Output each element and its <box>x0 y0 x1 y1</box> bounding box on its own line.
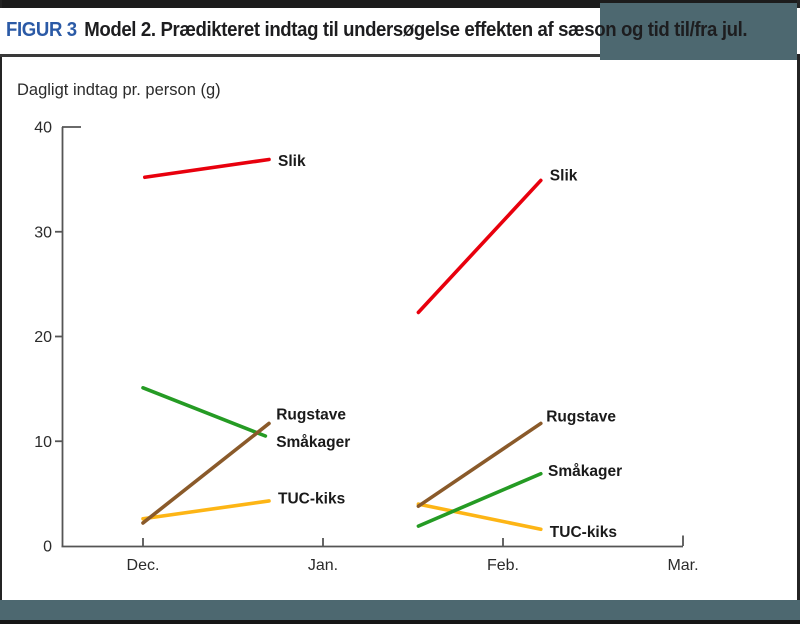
y-tick-label: 10 <box>34 434 52 451</box>
series-label-tuc-kiks: TUC-kiks <box>550 524 617 541</box>
series-line-rugstave <box>416 421 543 508</box>
header-separator <box>0 54 600 57</box>
series-line-slik <box>416 178 543 315</box>
series-line-rugstave <box>141 421 271 525</box>
series-label-slik: Slik <box>550 168 578 185</box>
series-label-rugstave: Rugstave <box>546 409 616 426</box>
series-label-sm-kager: Småkager <box>548 463 622 480</box>
chart-area: Dagligt indtag pr. person (g) 0 10 20 30 40 De… <box>0 60 800 600</box>
y-tick-label: 0 <box>43 539 52 556</box>
series-label-slik: Slik <box>278 153 306 170</box>
series-label-rugstave: Rugstave <box>276 407 346 424</box>
figure-header: FIGUR 3 Model 2. Prædikteret indtag til u… <box>0 3 800 60</box>
figure-label: FIGUR 3 <box>6 19 77 41</box>
bottom-band <box>0 600 800 620</box>
x-tick-label: Jan. <box>308 557 338 574</box>
x-tick-label: Dec. <box>127 557 160 574</box>
header-gray-block <box>600 3 797 60</box>
figure-title: Model 2. Prædikteret indtag til undersøg… <box>84 19 748 41</box>
figure-title-row: FIGUR 3 Model 2. Prædikteret indtag til u… <box>6 19 748 42</box>
series-line-slik <box>143 157 271 180</box>
bottom-border <box>0 620 800 624</box>
top-border <box>0 0 800 8</box>
right-border <box>797 0 800 600</box>
series-line-tuc-kiks <box>416 502 543 532</box>
series-label-sm-kager: Småkager <box>276 434 350 451</box>
y-tick-label: 20 <box>34 329 52 346</box>
series-label-tuc-kiks: TUC-kiks <box>278 490 345 507</box>
series-line-tuc-kiks <box>141 499 271 521</box>
y-tick-label: 30 <box>34 224 52 241</box>
line-chart: Dagligt indtag pr. person (g) 0 10 20 30 40 De… <box>17 81 699 574</box>
series-line-sm-kager <box>141 386 268 438</box>
series-line-sm-kager <box>416 471 543 528</box>
left-border <box>0 0 2 600</box>
y-tick-label: 40 <box>34 120 52 137</box>
y-axis-title: Dagligt indtag pr. person (g) <box>17 81 221 99</box>
x-tick-label: Mar. <box>667 557 698 574</box>
x-tick-label: Feb. <box>487 557 519 574</box>
